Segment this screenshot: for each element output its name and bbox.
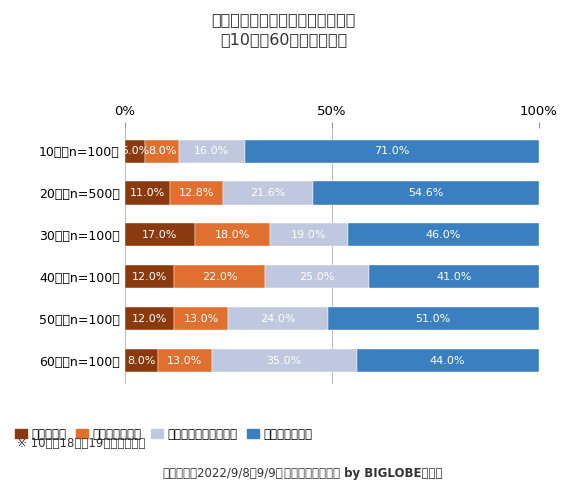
Text: 13.0%: 13.0% — [167, 356, 202, 366]
Bar — [175, 307, 228, 330]
Text: 51.0%: 51.0% — [416, 314, 451, 324]
Text: 19.0%: 19.0% — [291, 230, 327, 240]
Bar — [223, 182, 312, 205]
Text: 〆10代～60代・年代別】: 〆10代～60代・年代別】 — [220, 32, 347, 47]
Bar — [125, 307, 175, 330]
Text: 25.0%: 25.0% — [299, 272, 335, 282]
Bar — [145, 140, 179, 162]
Bar — [245, 140, 539, 162]
Text: 12.8%: 12.8% — [179, 188, 214, 198]
Text: 46.0%: 46.0% — [426, 230, 461, 240]
Bar — [265, 265, 369, 288]
Bar — [125, 349, 158, 372]
Bar — [348, 223, 539, 246]
Text: 11.0%: 11.0% — [130, 188, 165, 198]
Text: 12.0%: 12.0% — [132, 272, 167, 282]
Text: 24.0%: 24.0% — [260, 314, 295, 324]
Bar — [125, 223, 195, 246]
Bar — [312, 182, 539, 205]
Bar — [228, 307, 328, 330]
Bar — [179, 140, 245, 162]
Text: 8.0%: 8.0% — [148, 146, 176, 156]
Bar — [125, 182, 170, 205]
Bar — [369, 265, 539, 288]
Text: 54.6%: 54.6% — [408, 188, 443, 198]
Text: 21.6%: 21.6% — [250, 188, 286, 198]
Text: 17.0%: 17.0% — [142, 230, 177, 240]
Bar — [175, 265, 265, 288]
Bar — [158, 349, 211, 372]
Legend: あてはまる, ややあてはまる, あまりあてはまらない, あてはまらない: あてはまる, ややあてはまる, あまりあてはまらない, あてはまらない — [11, 423, 318, 445]
Bar — [125, 265, 175, 288]
Text: 調査期間：2022/9/8～9/9: 調査期間：2022/9/8～9/9 — [163, 467, 284, 480]
Text: 71.0%: 71.0% — [374, 146, 409, 156]
Bar — [170, 182, 223, 205]
Text: 16.0%: 16.0% — [194, 146, 229, 156]
Text: 5.0%: 5.0% — [121, 146, 149, 156]
Text: 13.0%: 13.0% — [184, 314, 219, 324]
Text: 35.0%: 35.0% — [266, 356, 302, 366]
Text: 8.0%: 8.0% — [127, 356, 155, 366]
Bar — [357, 349, 539, 372]
Bar — [195, 223, 270, 246]
Bar — [125, 140, 145, 162]
Bar — [211, 349, 357, 372]
Text: 41.0%: 41.0% — [436, 272, 472, 282]
Text: ※ 10代は18歳、19歳が調査対象: ※ 10代は18歳、19歳が調査対象 — [17, 437, 145, 450]
Text: 「あしたメディア by BIGLOBE」調べ: 「あしたメディア by BIGLOBE」調べ — [284, 467, 442, 480]
Text: 18.0%: 18.0% — [215, 230, 250, 240]
Bar — [270, 223, 348, 246]
Text: 「モラハラを受けたことがある」: 「モラハラを受けたことがある」 — [211, 12, 356, 27]
Bar — [328, 307, 539, 330]
Text: 44.0%: 44.0% — [430, 356, 466, 366]
Text: 12.0%: 12.0% — [132, 314, 167, 324]
Text: 22.0%: 22.0% — [202, 272, 238, 282]
